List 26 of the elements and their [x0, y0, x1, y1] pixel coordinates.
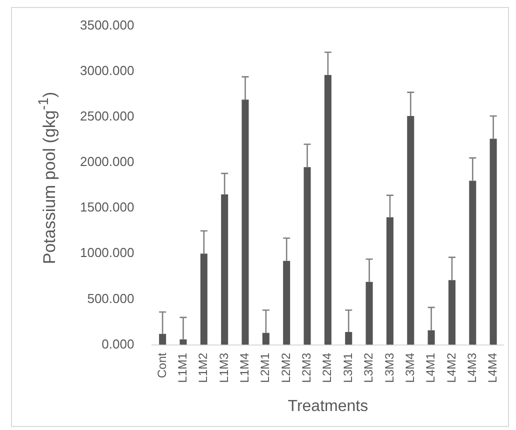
y-tick-label: 1500.000 — [80, 200, 134, 215]
x-tick-label: L1M4 — [238, 352, 252, 383]
y-tick-label: 3000.000 — [80, 62, 134, 78]
x-tick-label: L2M3 — [300, 352, 314, 383]
x-tick-label: L4M2 — [444, 352, 458, 383]
x-tick-label: L1M3 — [216, 352, 231, 383]
x-tick-label: L3M3 — [382, 352, 396, 383]
x-tick-label: Cont — [154, 352, 169, 378]
x-tick-label: L1M2 — [196, 352, 210, 383]
y-tick-label: 1000.000 — [80, 245, 134, 260]
x-tick-label: L1M1 — [176, 352, 190, 383]
y-tick-label: 500.000 — [87, 290, 134, 306]
x-tick-label: L4M1 — [424, 352, 438, 383]
x-tick-label: L3M1 — [340, 352, 355, 383]
x-axis-title: Treatments — [288, 398, 368, 415]
x-tick-label: L4M4 — [486, 352, 500, 383]
y-tick-label: 2500.000 — [80, 108, 134, 124]
x-tick-label: L2M2 — [278, 352, 293, 383]
y-tick-label: 3500.000 — [80, 17, 134, 32]
x-tick-label: L3M4 — [402, 352, 417, 383]
x-tick-label: L3M2 — [362, 352, 376, 383]
x-tick-label: L2M4 — [320, 352, 334, 383]
x-tick-label: L4M3 — [464, 352, 479, 383]
y-tick-label: 2000.000 — [80, 154, 134, 170]
x-tick-label: L2M1 — [258, 352, 272, 383]
y-tick-label: 0.000 — [102, 336, 134, 352]
